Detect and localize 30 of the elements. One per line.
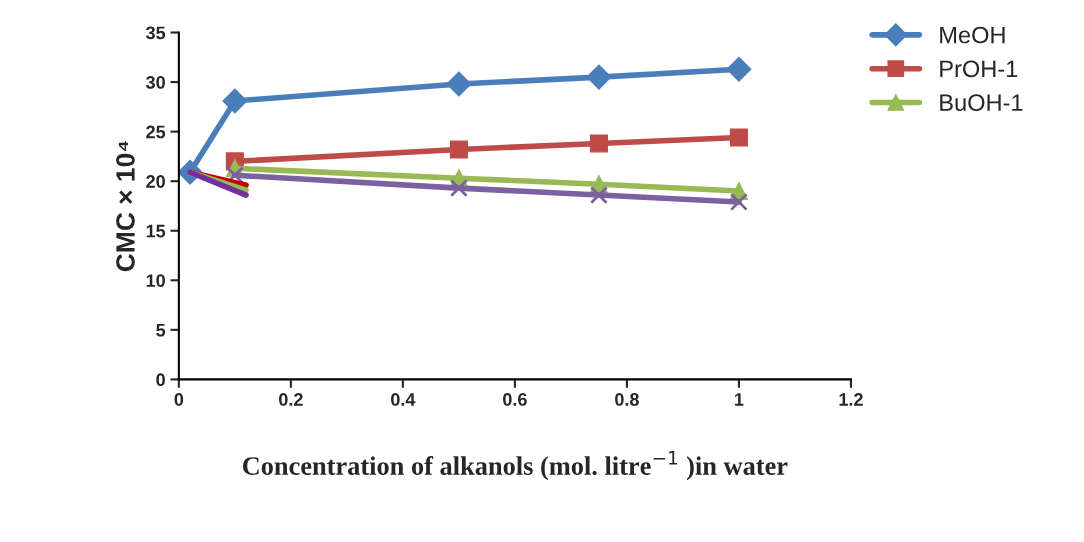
- point: [449, 179, 468, 198]
- x-tick-label: 0.2: [279, 393, 303, 406]
- legend-label: BuOH-1: [940, 94, 1023, 111]
- x-tick-label: 1.2: [839, 393, 863, 406]
- legend-label: MeOH: [940, 26, 1005, 44]
- y-tick-label: 25: [146, 125, 166, 139]
- y-tick-label: 35: [146, 26, 166, 40]
- point: [589, 186, 608, 205]
- y-tick-label: 10: [146, 274, 165, 288]
- point: [222, 88, 248, 114]
- x-tick-label: 0: [174, 393, 184, 406]
- x-tick-label: 0.6: [503, 393, 527, 406]
- x-tick-label: 0.4: [391, 393, 416, 406]
- point: [729, 192, 748, 212]
- point: [586, 64, 612, 90]
- y-tick-label: 5: [156, 323, 166, 337]
- legend-label: PrOH-1: [940, 60, 1018, 78]
- y-tick-label: 15: [146, 224, 166, 238]
- y-tick-label: 30: [146, 76, 165, 89]
- point: [729, 128, 748, 147]
- point: [589, 134, 608, 153]
- y-tick-label: 20: [146, 175, 165, 188]
- point: [446, 71, 472, 97]
- y-tick-label: 0: [156, 373, 165, 387]
- y-axis-title: CMC × 10⁴: [116, 141, 135, 272]
- point: [449, 140, 468, 159]
- point: [726, 56, 752, 82]
- x-axis-title: Concentration of alkanols (mol. litre$^{−1}$ )in water: [242, 451, 788, 481]
- x-tick-label: 0.8: [615, 393, 639, 406]
- x-tick-label: 1: [735, 393, 744, 406]
